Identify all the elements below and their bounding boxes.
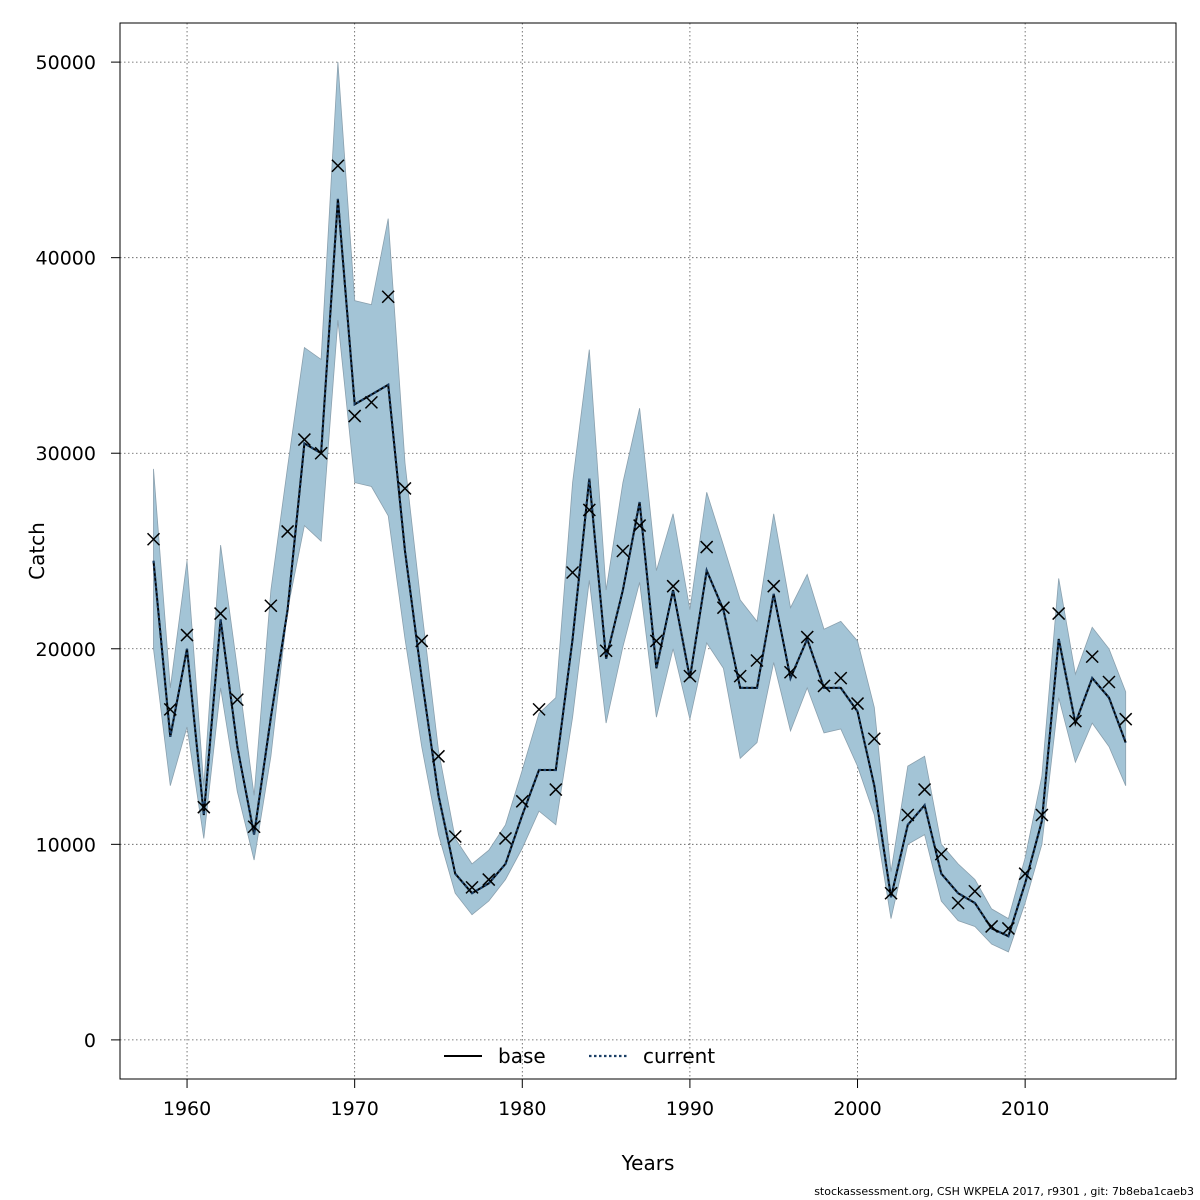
- x-tick-label: 2010: [1001, 1098, 1049, 1120]
- observed-point: [348, 409, 362, 423]
- observed-point: [733, 669, 747, 683]
- y-tick-label: 10000: [36, 834, 96, 856]
- observed-point: [214, 607, 228, 621]
- observed-point: [566, 565, 580, 580]
- observed-point: [616, 544, 630, 558]
- observed-point: [1035, 808, 1049, 822]
- observed-point: [951, 896, 965, 910]
- observed-point: [834, 671, 848, 685]
- observed-point: [549, 783, 563, 797]
- observed-point: [482, 873, 496, 887]
- observed-point: [683, 669, 697, 683]
- observed-point: [649, 634, 663, 648]
- observed-point: [666, 579, 680, 593]
- y-tick-label: 30000: [36, 443, 96, 465]
- observed-point: [532, 702, 546, 716]
- observed-point: [901, 808, 915, 822]
- observed-point: [448, 829, 462, 844]
- observed-point: [633, 519, 647, 533]
- observed-point: [163, 702, 177, 716]
- observed-point: [850, 697, 865, 711]
- observed-point: [582, 503, 596, 517]
- observed-point: [331, 159, 345, 173]
- y-axis: 0 10000 20000 30000 40000 50000: [36, 52, 120, 1052]
- observed-point: [398, 481, 412, 495]
- observed-point: [934, 847, 948, 861]
- y-tick-label: 40000: [36, 248, 96, 270]
- x-tick-label: 1980: [498, 1098, 546, 1120]
- observed-point: [297, 433, 311, 447]
- observed-point: [1102, 675, 1116, 689]
- x-tick-label: 1970: [330, 1098, 378, 1120]
- x-axis-title: Years: [621, 1151, 675, 1175]
- x-tick-label: 2000: [833, 1098, 881, 1120]
- observed-point: [515, 794, 529, 808]
- observed-point: [867, 732, 881, 746]
- observed-point: [884, 886, 898, 900]
- observed-point: [1001, 921, 1015, 935]
- x-tick-label: 1960: [163, 1098, 211, 1120]
- observed-point: [800, 630, 814, 644]
- observed-point: [918, 783, 932, 797]
- observed-point: [968, 884, 982, 898]
- observed-point: [817, 679, 831, 693]
- observed-point: [465, 880, 479, 894]
- legend-base-label: base: [498, 1044, 546, 1068]
- observed-point: [230, 693, 244, 707]
- observed-point: [146, 532, 161, 546]
- observed-point: [381, 290, 395, 304]
- plot-frame: [119, 22, 1177, 1080]
- y-tick-label: 0: [84, 1030, 96, 1052]
- observed-point: [985, 919, 999, 933]
- observed-point: [431, 749, 446, 763]
- observed-point: [1068, 714, 1082, 728]
- observed-markers: [146, 159, 1133, 935]
- observed-point: [247, 820, 261, 834]
- x-axis: 1960 1970 1980 1990 2000 2010: [163, 1079, 1049, 1120]
- y-tick-label: 20000: [36, 639, 96, 661]
- observed-point: [364, 395, 378, 409]
- observed-point: [1085, 650, 1099, 664]
- observed-point: [197, 800, 211, 814]
- footer-note: stockassessment.org, CSH WKPELA 2017, r9…: [814, 1185, 1194, 1198]
- observed-point: [180, 628, 194, 642]
- grid-lines: [120, 23, 1176, 1079]
- observed-point: [415, 634, 429, 648]
- y-axis-title: Catch: [25, 522, 49, 580]
- current-series-line: [152, 198, 1127, 938]
- observed-point: [281, 524, 295, 538]
- observed-point: [599, 644, 613, 658]
- legend-current-label: current: [643, 1044, 715, 1068]
- observed-point: [1119, 712, 1133, 726]
- observed-point: [498, 831, 513, 845]
- y-tick-label: 50000: [36, 52, 96, 74]
- observed-point: [767, 579, 781, 593]
- x-tick-label: 1990: [666, 1098, 714, 1120]
- legend: base current: [444, 1044, 715, 1068]
- observed-point: [783, 665, 798, 679]
- observed-point: [314, 446, 328, 460]
- observed-point: [1052, 607, 1066, 621]
- observed-point: [1018, 867, 1032, 881]
- observed-point: [700, 540, 714, 554]
- observed-point: [264, 599, 278, 613]
- observed-point: [750, 653, 764, 668]
- observed-point: [716, 601, 730, 615]
